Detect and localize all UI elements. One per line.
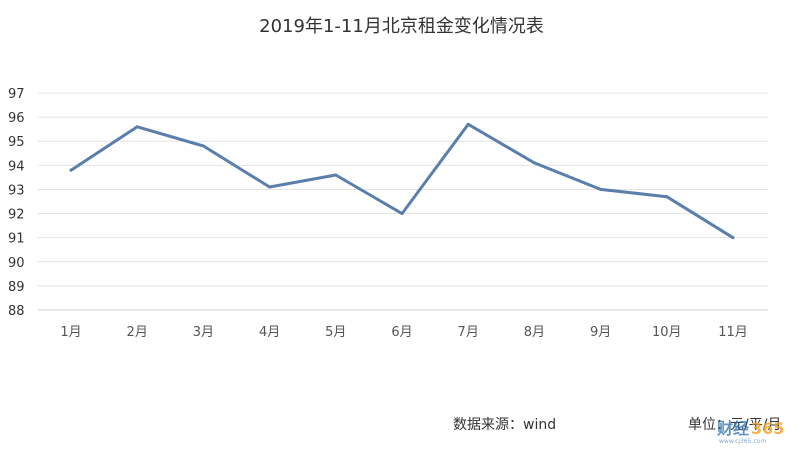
x-tick-label: 5月 [325, 325, 346, 340]
y-tick-label: 97 [8, 87, 25, 102]
watermark-logo: 财经 365 www.cj365.com [716, 419, 784, 445]
data-point [201, 144, 205, 148]
chart-title: 2019年1-11月北京租金变化情况表 [259, 16, 544, 37]
y-tick-label: 89 [8, 280, 25, 295]
data-point [731, 236, 735, 240]
data-point [532, 161, 536, 165]
y-tick-label: 94 [8, 159, 25, 174]
x-tick-label: 6月 [391, 325, 412, 340]
series-points [69, 122, 735, 240]
data-point [69, 168, 73, 172]
y-tick-label: 92 [8, 208, 25, 223]
y-tick-label: 96 [8, 111, 25, 126]
data-source-note: 数据来源：wind [453, 417, 557, 433]
y-tick-label: 95 [8, 135, 25, 150]
y-tick-label: 91 [8, 232, 25, 247]
y-tick-label: 90 [8, 256, 25, 271]
data-point [268, 185, 272, 189]
x-tick-label: 7月 [458, 325, 479, 340]
data-point [135, 125, 139, 129]
unit-note: 单位：元/平/月 [688, 417, 782, 433]
x-axis-ticks: 1月 2月 3月 4月 5月 6月 7月 8月 9月 10月 11月 [60, 325, 747, 340]
data-point [665, 195, 669, 199]
data-point [599, 187, 603, 191]
x-tick-label: 4月 [259, 325, 280, 340]
x-tick-label: 3月 [193, 325, 214, 340]
y-tick-label: 93 [8, 183, 25, 198]
x-tick-label: 11月 [718, 325, 748, 340]
svg-text:财经: 财经 [716, 419, 749, 438]
x-tick-label: 1月 [60, 325, 81, 340]
y-axis-ticks: 97 96 95 94 93 92 91 90 89 88 [8, 87, 25, 319]
x-tick-label: 9月 [590, 325, 611, 340]
svg-text:365: 365 [751, 419, 784, 438]
data-point [334, 173, 338, 177]
data-point [466, 122, 470, 126]
x-tick-label: 10月 [652, 325, 682, 340]
x-tick-label: 8月 [524, 325, 545, 340]
gridlines [38, 92, 768, 311]
data-point [400, 212, 404, 216]
svg-text:www.cj365.com: www.cj365.com [719, 438, 766, 445]
y-tick-label: 88 [8, 304, 25, 319]
x-tick-label: 2月 [127, 325, 148, 340]
